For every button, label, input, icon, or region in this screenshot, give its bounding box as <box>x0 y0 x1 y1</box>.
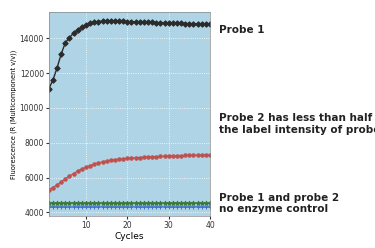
Text: Probe 1 and probe 2
no enzyme control: Probe 1 and probe 2 no enzyme control <box>219 192 339 214</box>
Text: Probe 1: Probe 1 <box>219 25 265 35</box>
Y-axis label: Fluorescence (R (Multicomponent v/v)): Fluorescence (R (Multicomponent v/v)) <box>10 49 17 179</box>
Text: Probe 2 has less than half
the label intensity of probe: Probe 2 has less than half the label int… <box>219 113 375 135</box>
X-axis label: Cycles: Cycles <box>115 232 144 241</box>
